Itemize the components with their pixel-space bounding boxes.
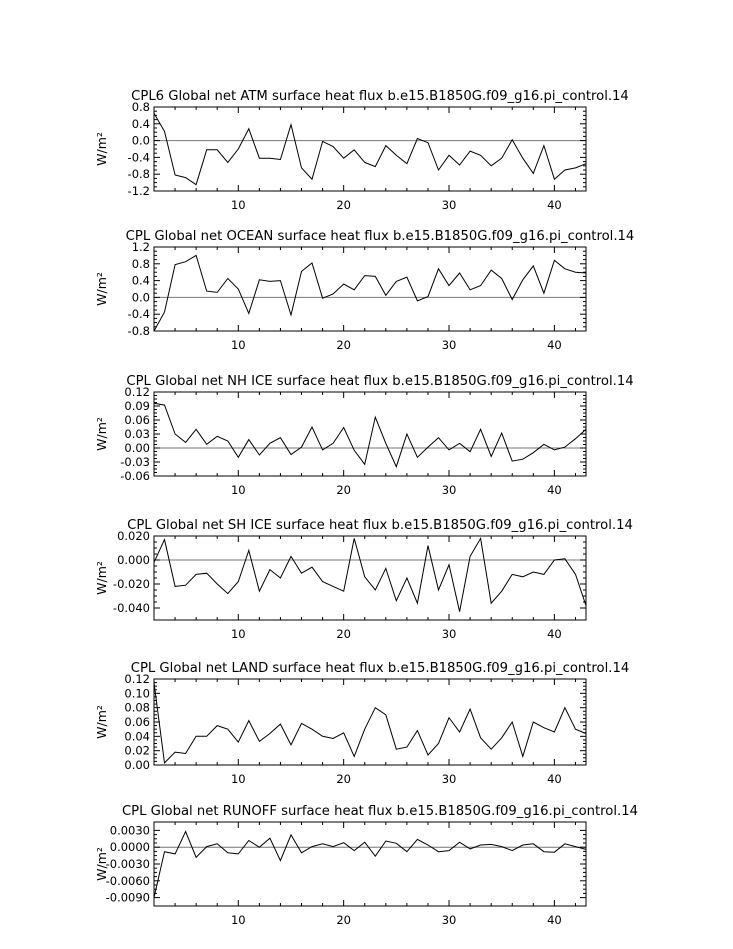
- x-tick-label: 40: [547, 198, 562, 212]
- y-tick-label: 0.4: [132, 274, 150, 288]
- y-tick-label: -0.4: [128, 150, 150, 164]
- y-tick-label: 0.020: [117, 529, 150, 543]
- x-tick-label: 20: [336, 338, 351, 352]
- plot-frame: [153, 535, 587, 621]
- y-tick-label: -0.0090: [106, 891, 150, 905]
- y-axis-label: W/m²: [94, 705, 109, 739]
- series-line: [153, 113, 587, 186]
- y-tick-label: -0.040: [113, 601, 150, 615]
- y-tick-label: 0.09: [124, 399, 150, 413]
- y-tick-label: 1.2: [132, 240, 150, 254]
- x-tick-label: 30: [442, 772, 457, 786]
- y-tick-label: 0.04: [124, 729, 150, 743]
- y-tick-label: 0.06: [124, 413, 150, 427]
- chart-panel-6: CPL Global net RUNOFF surface heat flux …: [94, 804, 638, 927]
- y-tick-label: 0.03: [124, 427, 150, 441]
- y-tick-label: -0.8: [128, 324, 150, 338]
- series-line: [153, 830, 587, 898]
- plot-frame: [153, 246, 587, 332]
- x-tick-label: 40: [547, 772, 562, 786]
- chart-title: CPL Global net RUNOFF surface heat flux …: [122, 804, 638, 819]
- x-tick-label: 10: [231, 483, 246, 497]
- chart-title: CPL Global net OCEAN surface heat flux b…: [126, 229, 635, 244]
- y-tick-label: 0.02: [124, 744, 150, 758]
- y-tick-label: -0.0030: [106, 857, 150, 871]
- x-tick-label: 40: [547, 913, 562, 927]
- y-tick-label: -0.06: [120, 469, 150, 483]
- y-tick-label: 0.06: [124, 715, 150, 729]
- chart-title: CPL6 Global net ATM surface heat flux b.…: [131, 89, 629, 104]
- x-tick-label: 10: [231, 772, 246, 786]
- y-tick-label: 0.0: [132, 134, 150, 148]
- y-axis-label: W/m²: [94, 132, 109, 166]
- series-line: [153, 536, 587, 612]
- y-tick-label: -0.4: [128, 307, 150, 321]
- y-tick-label: 0.12: [124, 672, 150, 686]
- y-tick-label: 0.10: [124, 686, 150, 700]
- series-line: [153, 402, 587, 469]
- x-tick-label: 10: [231, 627, 246, 641]
- x-tick-label: 30: [442, 913, 457, 927]
- chart-panel-5: CPL Global net LAND surface heat flux b.…: [94, 661, 629, 786]
- x-tick-label: 10: [231, 913, 246, 927]
- y-tick-label: 0.0000: [110, 840, 150, 854]
- series-line: [153, 254, 587, 332]
- y-tick-label: 0.00: [124, 441, 150, 455]
- chart-panel-4: CPL Global net SH ICE surface heat flux …: [94, 518, 633, 641]
- x-tick-label: 40: [547, 483, 562, 497]
- x-tick-label: 40: [547, 627, 562, 641]
- x-tick-label: 30: [442, 338, 457, 352]
- x-tick-label: 20: [336, 627, 351, 641]
- chart-title: CPL Global net NH ICE surface heat flux …: [126, 374, 633, 389]
- x-tick-label: 30: [442, 198, 457, 212]
- x-tick-label: 10: [231, 198, 246, 212]
- y-tick-label: -0.8: [128, 167, 150, 181]
- y-axis-label: W/m²: [94, 272, 109, 306]
- chart-panel-2: CPL Global net OCEAN surface heat flux b…: [94, 229, 634, 352]
- x-tick-label: 20: [336, 913, 351, 927]
- y-axis-label: W/m²: [94, 847, 109, 881]
- y-tick-label: -0.03: [120, 455, 150, 469]
- y-tick-label: 0.0: [132, 290, 150, 304]
- x-tick-label: 10: [231, 338, 246, 352]
- plot-frame: [153, 821, 587, 907]
- x-tick-label: 30: [442, 627, 457, 641]
- chart-panel-1: CPL6 Global net ATM surface heat flux b.…: [94, 89, 629, 212]
- y-axis-label: W/m²: [94, 417, 109, 451]
- y-tick-label: -1.2: [128, 184, 150, 198]
- chart-title: CPL Global net SH ICE surface heat flux …: [127, 518, 633, 533]
- plot-frame: [153, 391, 587, 477]
- chart-panel-3: CPL Global net NH ICE surface heat flux …: [94, 374, 634, 497]
- y-tick-label: 0.00: [124, 758, 150, 772]
- y-tick-label: -0.020: [113, 577, 150, 591]
- plot-frame: [153, 106, 587, 192]
- y-tick-label: 0.8: [132, 100, 150, 114]
- series-line: [153, 682, 587, 764]
- x-tick-label: 40: [547, 338, 562, 352]
- x-tick-label: 20: [336, 198, 351, 212]
- y-tick-label: 0.12: [124, 385, 150, 399]
- y-tick-label: 0.8: [132, 257, 150, 271]
- x-tick-label: 30: [442, 483, 457, 497]
- chart-title: CPL Global net LAND surface heat flux b.…: [131, 661, 630, 676]
- x-tick-label: 20: [336, 772, 351, 786]
- y-tick-label: 0.4: [132, 117, 150, 131]
- y-tick-label: -0.0060: [106, 874, 150, 888]
- y-tick-label: 0.08: [124, 701, 150, 715]
- y-axis-label: W/m²: [94, 561, 109, 595]
- x-tick-label: 20: [336, 483, 351, 497]
- y-tick-label: 0.000: [117, 553, 150, 567]
- y-tick-label: 0.0030: [110, 823, 150, 837]
